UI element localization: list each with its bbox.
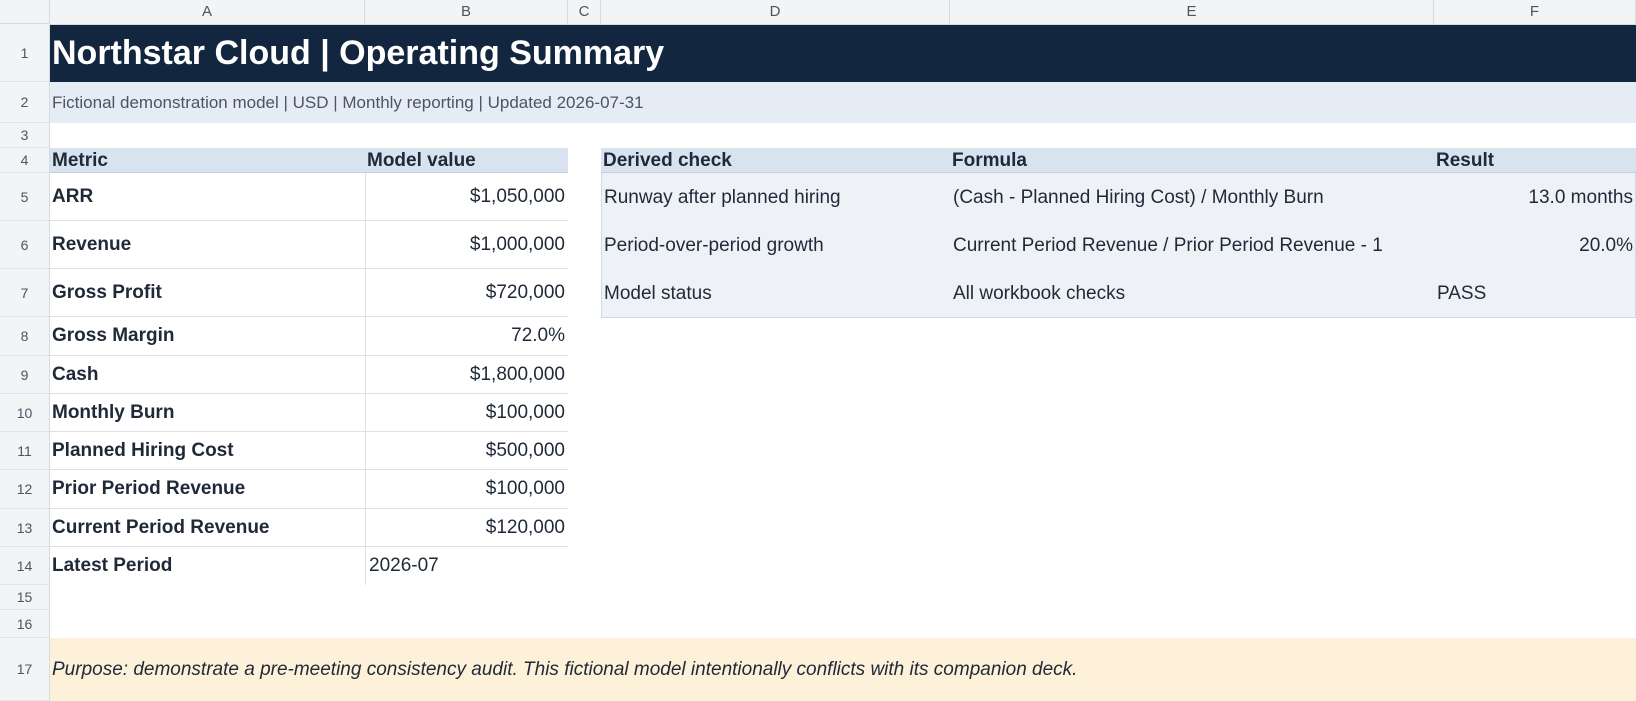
derived-check-label[interactable]: Period-over-period growth	[604, 235, 824, 256]
metric-value[interactable]: 72.0%	[365, 317, 568, 356]
row-headers: 1 2 3 4 5 6 7 8 9 10 11 12 13 14 15 16 1…	[0, 24, 50, 701]
row-header[interactable]: 17	[0, 638, 49, 701]
metric-column-header[interactable]: Metric	[50, 148, 365, 173]
row-header[interactable]: 9	[0, 356, 49, 394]
row-header[interactable]: 2	[0, 82, 49, 123]
metric-label[interactable]: Monthly Burn	[50, 394, 365, 432]
derived-check-column-header[interactable]: Derived check	[601, 148, 950, 173]
metric-label[interactable]: Planned Hiring Cost	[50, 432, 365, 470]
row-header[interactable]: 3	[0, 123, 49, 148]
column-headers: A B C D E F	[0, 0, 1636, 25]
metric-value[interactable]: $1,050,000	[365, 173, 568, 221]
metric-value[interactable]: $1,800,000	[365, 356, 568, 394]
result-value[interactable]: 20.0%	[1579, 235, 1633, 256]
metric-value[interactable]: $720,000	[365, 269, 568, 317]
row-header[interactable]: 6	[0, 221, 49, 269]
column-header-c[interactable]: C	[568, 0, 601, 24]
metric-value[interactable]: $120,000	[365, 509, 568, 547]
derived-checks-block	[601, 173, 1636, 318]
metric-label[interactable]: Revenue	[50, 221, 365, 269]
metric-label[interactable]: Gross Margin	[50, 317, 365, 356]
row-header[interactable]: 5	[0, 173, 49, 221]
metric-label[interactable]: Gross Profit	[50, 269, 365, 317]
purpose-note[interactable]: Purpose: demonstrate a pre-meeting consi…	[50, 638, 1636, 701]
row-header[interactable]: 11	[0, 432, 49, 470]
result-status[interactable]: PASS	[1437, 283, 1487, 304]
row-header[interactable]: 13	[0, 509, 49, 547]
metric-value[interactable]: $1,000,000	[365, 221, 568, 269]
formula-text[interactable]: All workbook checks	[953, 283, 1126, 304]
metric-label[interactable]: Cash	[50, 356, 365, 394]
sheet-subtitle[interactable]: Fictional demonstration model | USD | Mo…	[50, 82, 1636, 123]
column-header-b[interactable]: B	[365, 0, 568, 24]
metric-label[interactable]: Prior Period Revenue	[50, 470, 365, 509]
result-column-header[interactable]: Result	[1434, 148, 1636, 173]
formula-text[interactable]: Current Period Revenue / Prior Period Re…	[953, 235, 1383, 256]
metric-value[interactable]: 2026-07	[365, 547, 568, 585]
result-value[interactable]: 13.0 months	[1528, 187, 1633, 208]
row-header[interactable]: 15	[0, 585, 49, 610]
metric-label[interactable]: Latest Period	[52, 555, 173, 576]
column-header-e[interactable]: E	[950, 0, 1434, 24]
select-all-corner[interactable]	[0, 0, 50, 24]
row-header[interactable]: 4	[0, 148, 49, 173]
sheet-title[interactable]: Northstar Cloud | Operating Summary	[50, 25, 1636, 82]
row-header[interactable]: 8	[0, 317, 49, 356]
row-header[interactable]: 14	[0, 547, 49, 585]
column-header-a[interactable]: A	[50, 0, 365, 24]
metric-value[interactable]: $500,000	[365, 432, 568, 470]
column-header-f[interactable]: F	[1434, 0, 1636, 24]
formula-column-header[interactable]: Formula	[950, 148, 1434, 173]
metric-value[interactable]: $100,000	[365, 394, 568, 432]
metric-label[interactable]: Current Period Revenue	[50, 509, 365, 547]
row-header[interactable]: 10	[0, 394, 49, 432]
formula-text[interactable]: (Cash - Planned Hiring Cost) / Monthly B…	[953, 187, 1324, 208]
row-header[interactable]: 7	[0, 269, 49, 317]
derived-check-label[interactable]: Runway after planned hiring	[604, 187, 841, 208]
row-header[interactable]: 12	[0, 470, 49, 509]
row-header[interactable]: 1	[0, 25, 49, 82]
metric-value[interactable]: $100,000	[365, 470, 568, 509]
model-value-column-header[interactable]: Model value	[365, 148, 568, 173]
derived-check-label[interactable]: Model status	[604, 283, 712, 304]
column-header-d[interactable]: D	[601, 0, 950, 24]
row-header[interactable]: 16	[0, 610, 49, 638]
metric-label[interactable]: ARR	[50, 173, 365, 221]
